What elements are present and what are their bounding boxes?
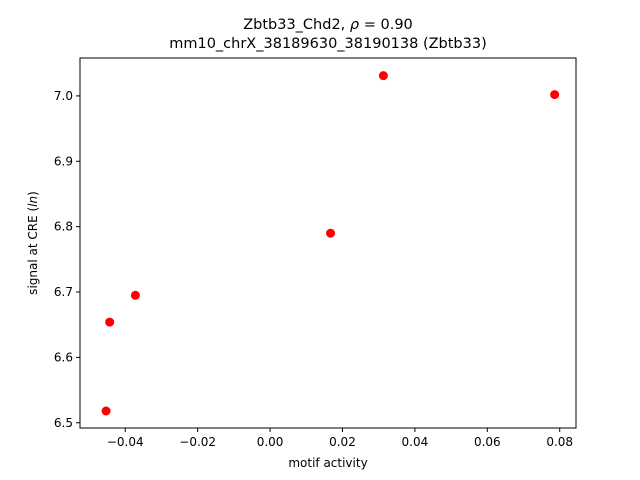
y-axis-label: signal at CRE (ln)	[26, 191, 40, 295]
x-tick-label: −0.02	[179, 435, 216, 449]
x-tick-label: 0.06	[474, 435, 501, 449]
x-tick-label: −0.04	[107, 435, 144, 449]
data-point	[105, 317, 115, 327]
x-tick-label: 0.08	[546, 435, 573, 449]
x-tick-label: 0.00	[257, 435, 284, 449]
data-points	[101, 71, 560, 416]
data-point	[378, 71, 388, 81]
data-point	[550, 90, 560, 100]
x-tick-label: 0.02	[329, 435, 356, 449]
y-tick-label: 6.6	[54, 350, 73, 364]
axes-frame	[79, 57, 577, 429]
chart-title-line1: Zbtb33_Chd2, ρ = 0.90	[243, 17, 413, 33]
y-tick-label: 7.0	[54, 89, 73, 103]
chart-title-line2: mm10_chrX_38189630_38190138 (Zbtb33)	[169, 36, 487, 52]
y-tick-label: 6.7	[54, 285, 73, 299]
data-point	[130, 290, 140, 300]
x-axis-label: motif activity	[288, 456, 367, 470]
data-point	[101, 406, 111, 416]
x-tick-label: 0.04	[402, 435, 429, 449]
y-tick-label: 6.8	[54, 220, 73, 234]
y-tick-label: 6.5	[54, 416, 73, 430]
x-axis: −0.04 −0.02 0.00 0.02 0.04 0.06 0.08	[107, 428, 573, 449]
data-point	[326, 228, 336, 238]
y-tick-label: 6.9	[54, 154, 73, 168]
y-axis: 6.5 6.6 6.7 6.8 6.9 7.0	[54, 89, 80, 430]
